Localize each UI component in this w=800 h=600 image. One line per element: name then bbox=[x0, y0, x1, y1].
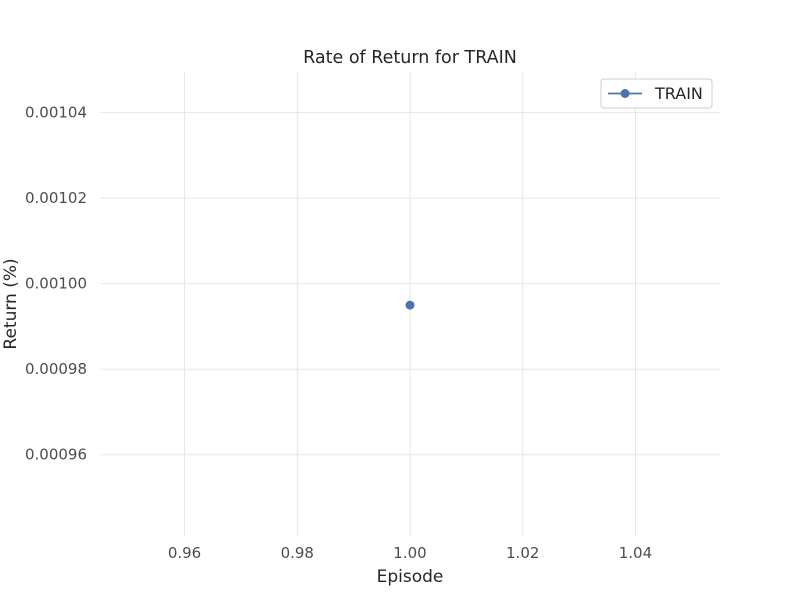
legend: TRAIN bbox=[600, 78, 713, 109]
x-tick-label: 1.04 bbox=[619, 544, 652, 562]
series-layer bbox=[405, 300, 415, 310]
y-tick-label: 0.00104 bbox=[25, 104, 87, 122]
y-tick-label: 0.00098 bbox=[25, 360, 87, 378]
y-axis-label: Return (%) bbox=[1, 258, 21, 349]
y-tick-labels: 0.00096 0.00098 0.00100 0.00102 0.00104 bbox=[25, 104, 87, 464]
x-tick-labels: 0.96 0.98 1.00 1.02 1.04 bbox=[168, 544, 652, 562]
legend-marker bbox=[620, 89, 630, 98]
x-axis-label: Episode bbox=[377, 567, 444, 587]
y-tick-label: 0.00100 bbox=[25, 275, 87, 293]
x-tick-label: 1.00 bbox=[393, 544, 426, 562]
y-tick-label: 0.00096 bbox=[25, 446, 87, 464]
x-tick-label: 0.96 bbox=[168, 544, 201, 562]
grid bbox=[100, 72, 720, 536]
data-point bbox=[405, 300, 415, 310]
x-tick-label: 0.98 bbox=[281, 544, 314, 562]
x-tick-label: 1.02 bbox=[506, 544, 539, 562]
chart-title: Rate of Return for TRAIN bbox=[303, 48, 517, 68]
legend-frame bbox=[600, 78, 713, 109]
legend-label-train: TRAIN bbox=[654, 84, 703, 103]
y-tick-label: 0.00102 bbox=[25, 189, 87, 207]
